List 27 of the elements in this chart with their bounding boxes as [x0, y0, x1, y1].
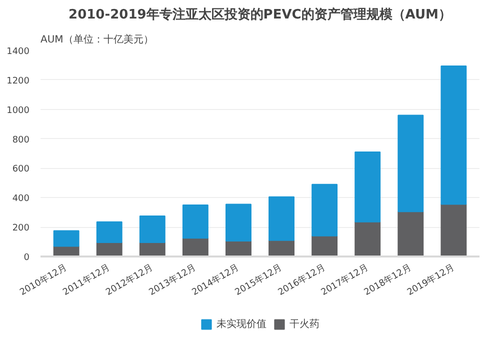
bar [354, 221, 381, 256]
chart-title: 2010-2019年专注亚太区投资的PEVC的资产管理规模（AUM） [68, 6, 452, 22]
bar [398, 211, 424, 256]
bar [440, 65, 467, 205]
bar [312, 184, 338, 236]
y-tick-label: 1000 [6, 106, 30, 116]
y-tick-label: 400 [12, 194, 30, 204]
y-tick-label: 0 [24, 253, 30, 263]
bar [226, 204, 252, 242]
bar [398, 114, 424, 212]
bar [354, 152, 381, 222]
y-tick-label: 800 [12, 135, 30, 146]
y-tick-label: 1400 [6, 47, 30, 57]
bar [96, 221, 122, 244]
legend-label: 干火药 [290, 318, 320, 331]
y-tick-label: 600 [12, 164, 30, 175]
bar [268, 196, 294, 241]
bar [440, 204, 467, 256]
bar [53, 230, 80, 247]
legend-label: 未实现价值 [216, 318, 266, 331]
y-tick-label: 1200 [6, 76, 30, 86]
y-tick-label: 200 [12, 224, 30, 234]
bar [139, 216, 166, 244]
y-axis-title: AUM（单位：十亿美元） [40, 34, 154, 46]
bar [182, 238, 208, 256]
bar [182, 204, 208, 239]
bar [312, 235, 338, 256]
